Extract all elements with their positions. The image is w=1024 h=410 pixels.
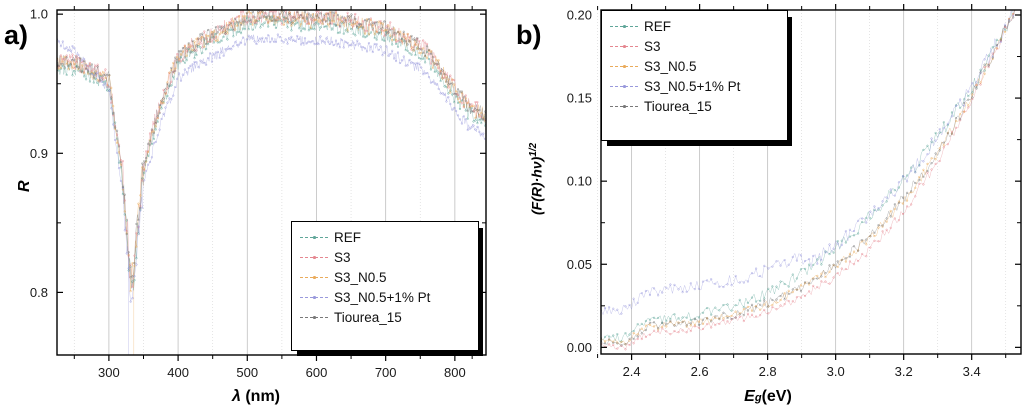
svg-text:3.2: 3.2 bbox=[895, 364, 913, 379]
svg-text:700: 700 bbox=[375, 365, 397, 380]
svg-text:0.05: 0.05 bbox=[567, 257, 592, 272]
svg-text:400: 400 bbox=[167, 365, 189, 380]
svg-text:0.00: 0.00 bbox=[567, 340, 592, 355]
svg-text:2.6: 2.6 bbox=[691, 364, 709, 379]
svg-text:2.8: 2.8 bbox=[759, 364, 777, 379]
svg-text:0.15: 0.15 bbox=[567, 91, 592, 106]
svg-text:0.20: 0.20 bbox=[567, 7, 592, 22]
svg-text:0.10: 0.10 bbox=[567, 174, 592, 189]
svg-text:3.4: 3.4 bbox=[963, 364, 981, 379]
svg-text:300: 300 bbox=[98, 365, 120, 380]
svg-text:800: 800 bbox=[444, 365, 466, 380]
svg-text:3.0: 3.0 bbox=[827, 364, 845, 379]
svg-text:1.0: 1.0 bbox=[30, 7, 48, 22]
svg-text:500: 500 bbox=[236, 365, 258, 380]
svg-text:0.9: 0.9 bbox=[30, 146, 48, 161]
svg-text:600: 600 bbox=[306, 365, 328, 380]
svg-text:0.8: 0.8 bbox=[30, 285, 48, 300]
svg-text:2.4: 2.4 bbox=[623, 364, 641, 379]
